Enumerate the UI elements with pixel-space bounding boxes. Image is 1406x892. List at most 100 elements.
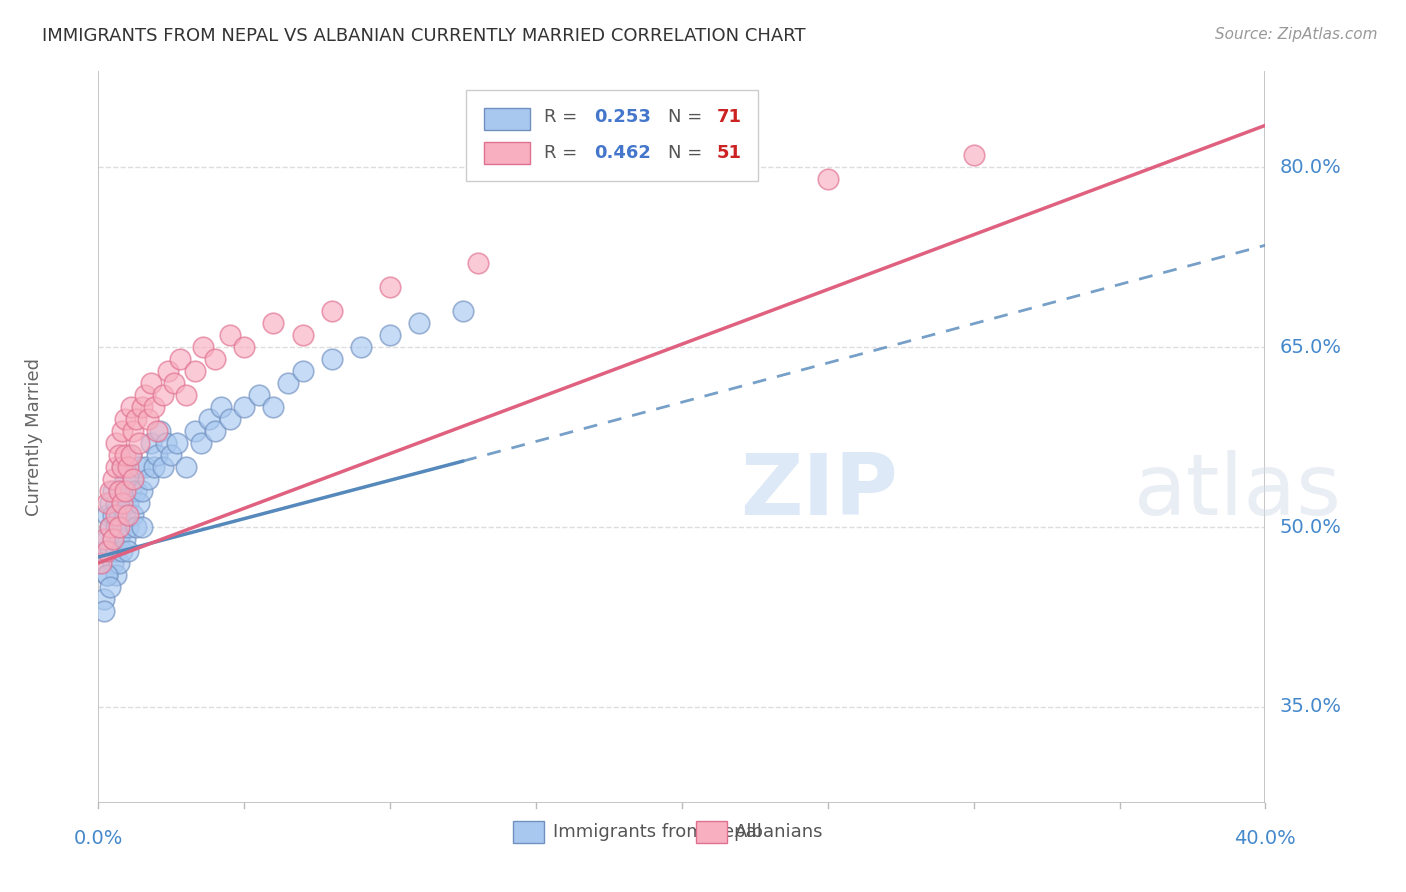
- Point: [174, 388, 197, 402]
- Point: [98, 520, 121, 534]
- Point: [114, 532, 136, 546]
- Point: [120, 483, 142, 498]
- Point: [96, 568, 118, 582]
- Point: [380, 328, 402, 343]
- Point: [142, 400, 165, 414]
- Point: [817, 172, 839, 186]
- FancyBboxPatch shape: [484, 108, 530, 130]
- Point: [111, 496, 134, 510]
- Text: N =: N =: [668, 109, 707, 127]
- Point: [114, 472, 136, 486]
- Point: [136, 472, 159, 486]
- Point: [117, 544, 139, 558]
- Point: [163, 376, 186, 391]
- Text: IMMIGRANTS FROM NEPAL VS ALBANIAN CURRENTLY MARRIED CORRELATION CHART: IMMIGRANTS FROM NEPAL VS ALBANIAN CURREN…: [42, 27, 806, 45]
- Point: [125, 412, 148, 426]
- Point: [291, 328, 314, 343]
- Point: [131, 520, 153, 534]
- Point: [183, 424, 205, 438]
- Text: 80.0%: 80.0%: [1279, 158, 1341, 177]
- Point: [104, 520, 127, 534]
- Point: [98, 496, 121, 510]
- Point: [122, 508, 145, 522]
- Point: [108, 520, 131, 534]
- Point: [111, 496, 134, 510]
- Text: 35.0%: 35.0%: [1279, 698, 1341, 716]
- Point: [218, 412, 240, 426]
- Point: [122, 472, 145, 486]
- Point: [96, 508, 118, 522]
- Point: [96, 568, 118, 582]
- Point: [96, 496, 118, 510]
- Point: [169, 352, 191, 367]
- Point: [134, 460, 156, 475]
- Text: 0.253: 0.253: [595, 109, 651, 127]
- Point: [380, 280, 402, 294]
- Point: [108, 448, 131, 462]
- Point: [108, 556, 131, 570]
- Point: [111, 544, 134, 558]
- Point: [134, 388, 156, 402]
- Point: [128, 436, 150, 450]
- Text: 51: 51: [717, 144, 742, 161]
- Point: [451, 304, 474, 318]
- Point: [139, 436, 162, 450]
- Point: [93, 544, 115, 558]
- Point: [321, 352, 343, 367]
- Text: ZIP: ZIP: [741, 450, 898, 533]
- Point: [204, 424, 226, 438]
- Point: [98, 544, 121, 558]
- Point: [96, 544, 118, 558]
- Point: [136, 412, 159, 426]
- Point: [146, 424, 169, 438]
- Point: [98, 483, 121, 498]
- Point: [104, 508, 127, 522]
- Point: [104, 436, 127, 450]
- Point: [233, 340, 256, 354]
- Point: [247, 388, 270, 402]
- Point: [190, 436, 212, 450]
- Point: [108, 508, 131, 522]
- Point: [114, 448, 136, 462]
- Point: [193, 340, 215, 354]
- Point: [146, 448, 169, 462]
- Text: Currently Married: Currently Married: [25, 358, 44, 516]
- Point: [117, 520, 139, 534]
- Point: [90, 556, 112, 570]
- Point: [125, 483, 148, 498]
- Point: [114, 508, 136, 522]
- Point: [117, 460, 139, 475]
- Point: [120, 400, 142, 414]
- Point: [98, 520, 121, 534]
- Point: [209, 400, 232, 414]
- Point: [120, 448, 142, 462]
- Point: [166, 436, 188, 450]
- Point: [101, 556, 124, 570]
- Point: [174, 460, 197, 475]
- Point: [101, 532, 124, 546]
- Point: [350, 340, 373, 354]
- Text: 0.462: 0.462: [595, 144, 651, 161]
- Point: [111, 460, 134, 475]
- Point: [155, 436, 177, 450]
- Point: [128, 460, 150, 475]
- FancyBboxPatch shape: [465, 90, 758, 181]
- Text: 50.0%: 50.0%: [1279, 517, 1341, 536]
- Point: [157, 364, 180, 378]
- Point: [104, 544, 127, 558]
- Point: [93, 591, 115, 606]
- Point: [111, 460, 134, 475]
- Text: 0.0%: 0.0%: [73, 830, 124, 848]
- Point: [111, 520, 134, 534]
- Point: [291, 364, 314, 378]
- Point: [142, 460, 165, 475]
- Text: 71: 71: [717, 109, 742, 127]
- Point: [160, 448, 183, 462]
- Point: [152, 388, 174, 402]
- Point: [131, 400, 153, 414]
- Point: [277, 376, 299, 391]
- Point: [108, 483, 131, 498]
- Point: [120, 448, 142, 462]
- Point: [117, 508, 139, 522]
- Point: [139, 376, 162, 391]
